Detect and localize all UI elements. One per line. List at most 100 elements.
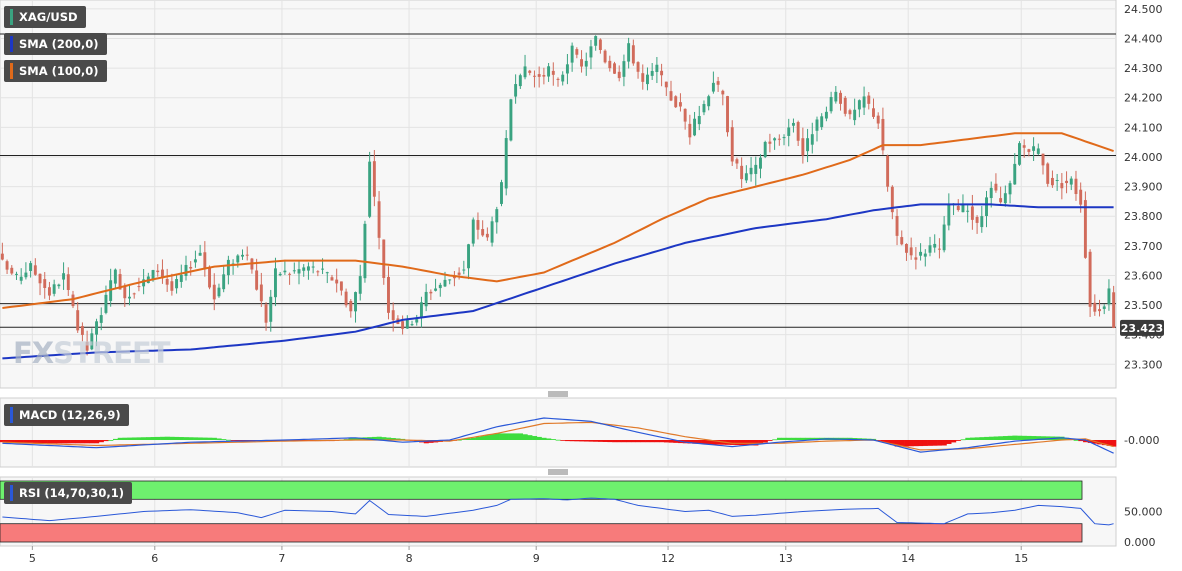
candle-body xyxy=(711,82,715,92)
candle-body xyxy=(989,187,993,199)
candle-body xyxy=(71,294,75,307)
candle xyxy=(532,70,536,88)
candle-body xyxy=(349,301,353,312)
candle xyxy=(664,81,668,97)
macd-histogram-bar xyxy=(216,438,222,440)
candle xyxy=(617,65,621,82)
macd-histogram-bar xyxy=(51,440,57,444)
candle xyxy=(203,241,207,277)
candle xyxy=(160,259,164,284)
candle-body xyxy=(565,64,569,74)
candle-body xyxy=(80,326,84,335)
candle xyxy=(419,296,423,328)
candle-body xyxy=(735,159,739,164)
macd-histogram-bar xyxy=(932,440,938,446)
candle xyxy=(15,271,18,280)
candle-body xyxy=(339,281,343,291)
candle xyxy=(212,273,216,311)
candle-body xyxy=(716,81,720,85)
candle xyxy=(43,272,47,299)
macd-histogram-bar xyxy=(744,440,750,446)
candle xyxy=(278,272,282,277)
candle xyxy=(594,35,598,51)
candle xyxy=(38,273,42,296)
symbol-legend[interactable]: XAG/USD xyxy=(4,6,86,28)
macd-histogram-bar xyxy=(108,440,114,441)
candle-body xyxy=(448,279,452,281)
candle-body xyxy=(509,99,513,141)
macd-histogram-bar xyxy=(202,437,208,440)
macd-histogram-bar xyxy=(136,437,142,440)
candle-body xyxy=(1065,180,1069,184)
macd-panel-background xyxy=(0,397,1117,468)
candle xyxy=(500,179,503,207)
macd-histogram-bar xyxy=(894,440,900,447)
candle-body xyxy=(857,100,861,110)
candle xyxy=(1036,143,1040,156)
rsi-legend[interactable]: RSI (14,70,30,1) xyxy=(4,482,133,504)
macd-histogram-bar xyxy=(739,440,745,446)
macd-histogram-bar xyxy=(1017,435,1023,440)
macd-histogram-bar xyxy=(979,437,985,440)
candle xyxy=(697,105,701,131)
macd-histogram-bar xyxy=(574,440,580,442)
candle-body xyxy=(212,284,216,300)
candle xyxy=(716,76,720,92)
candle-body xyxy=(956,206,960,211)
macd-histogram-bar xyxy=(607,440,613,443)
macd-histogram-bar xyxy=(922,440,928,446)
panel-resize-handle[interactable] xyxy=(548,391,568,397)
candle-body xyxy=(754,164,758,174)
candle-body xyxy=(358,276,362,294)
sma100-legend[interactable]: SMA (100,0) xyxy=(4,60,107,82)
candle-body xyxy=(796,122,800,141)
candle xyxy=(575,47,579,59)
macd-histogram-bar xyxy=(762,440,768,443)
candle-body xyxy=(76,310,80,331)
candle xyxy=(19,268,23,285)
candle-body xyxy=(514,84,518,97)
candle xyxy=(462,260,466,275)
candle-body xyxy=(985,197,988,217)
sma200-color-swatch xyxy=(10,35,13,52)
macd-histogram-bar xyxy=(508,433,514,440)
panel-resize-handle[interactable] xyxy=(548,469,568,475)
candle-body xyxy=(38,273,42,284)
candle xyxy=(890,185,894,220)
candle-body xyxy=(274,268,277,298)
candle-body xyxy=(947,204,951,226)
candle xyxy=(909,237,913,260)
candle xyxy=(942,216,946,253)
sma200-legend[interactable]: SMA (200,0) xyxy=(4,33,107,55)
macd-histogram-bar xyxy=(654,440,660,443)
candle xyxy=(622,54,626,87)
candle xyxy=(66,267,70,296)
candle-body xyxy=(476,220,480,230)
price-tick-label: 23.600 xyxy=(1124,269,1163,282)
candle-body xyxy=(749,167,753,175)
candle xyxy=(80,322,84,342)
macd-histogram-bar xyxy=(602,440,608,442)
candle-body xyxy=(594,36,598,46)
candle-body xyxy=(410,324,414,326)
candle-body xyxy=(820,116,824,128)
candle-body xyxy=(862,96,866,108)
candle-body xyxy=(297,269,301,274)
candle-body xyxy=(688,123,692,138)
candle xyxy=(1022,139,1026,158)
candle xyxy=(156,264,160,277)
candle xyxy=(170,273,174,296)
candle-body xyxy=(62,273,66,280)
candle xyxy=(325,271,329,284)
macd-histogram-bar xyxy=(560,440,566,441)
macd-legend[interactable]: MACD (12,26,9) xyxy=(4,404,129,426)
candle-body xyxy=(801,138,805,156)
candle-body xyxy=(707,96,711,107)
candle-body xyxy=(311,266,315,268)
candle xyxy=(580,50,584,73)
candle xyxy=(834,86,838,104)
macd-histogram-bar xyxy=(226,439,232,441)
candle xyxy=(608,55,612,72)
candle xyxy=(801,127,805,164)
